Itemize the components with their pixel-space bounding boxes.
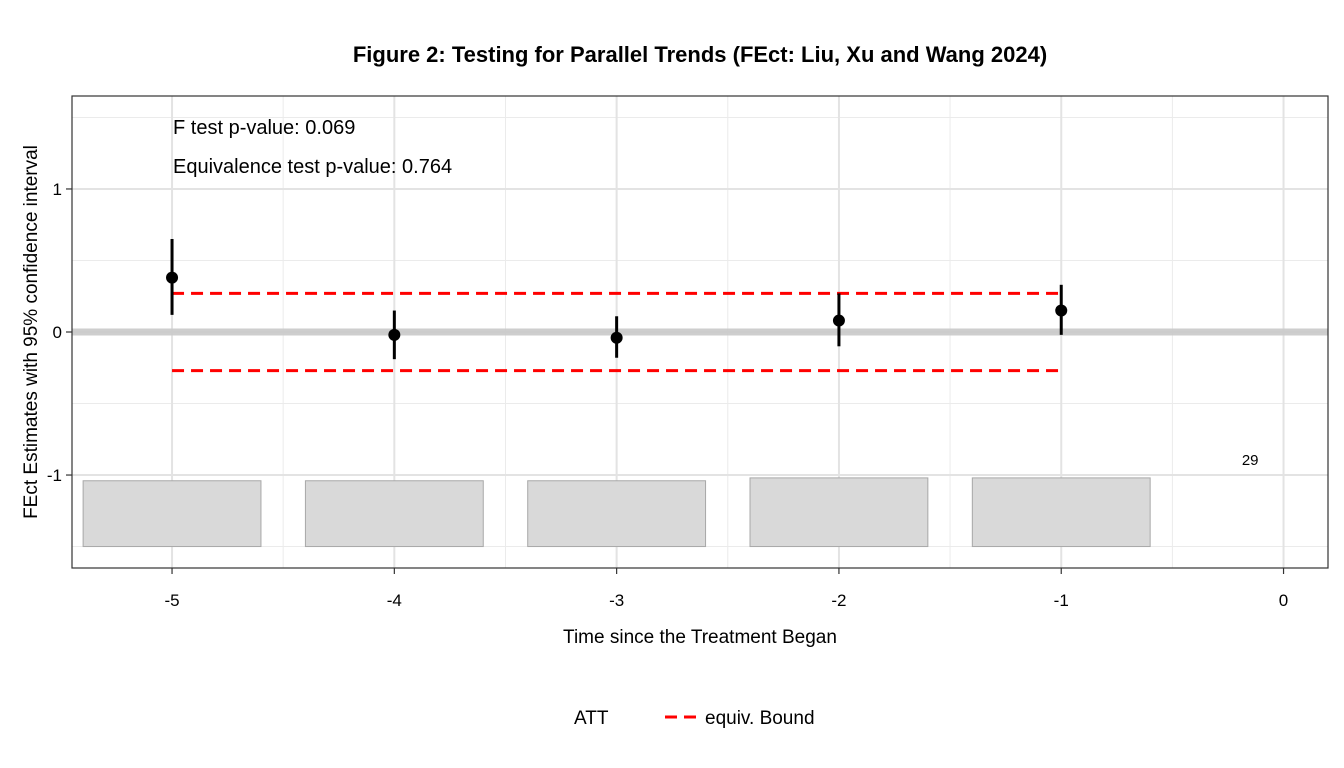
y-tick-label: 0 bbox=[53, 323, 62, 342]
plot-marks: 29 bbox=[82, 239, 1259, 548]
att-point bbox=[1055, 304, 1068, 317]
legend: ATT equiv. Bound bbox=[574, 708, 815, 729]
att-point bbox=[610, 331, 623, 344]
x-tick-label: -4 bbox=[387, 591, 402, 610]
x-tick-label: -3 bbox=[609, 591, 624, 610]
count-bar bbox=[304, 480, 484, 548]
f-test-annotation: F test p-value: 0.069 bbox=[173, 117, 355, 139]
x-tick-label: -1 bbox=[1054, 591, 1069, 610]
x-axis-title: Time since the Treatment Began bbox=[563, 627, 837, 648]
x-tick-label: -5 bbox=[164, 591, 179, 610]
att-point bbox=[832, 314, 845, 327]
equivalence-test-annotation: Equivalence test p-value: 0.764 bbox=[173, 156, 452, 178]
chart-title: Figure 2: Testing for Parallel Trends (F… bbox=[353, 42, 1047, 67]
y-axis-title: FEct Estimates with 95% confidence inter… bbox=[21, 145, 42, 519]
axes: -5 -4 -3 -2 -1 0 -1 0 1 bbox=[47, 95, 1329, 610]
x-tick-label: 0 bbox=[1279, 591, 1288, 610]
x-tick-label: -2 bbox=[831, 591, 846, 610]
count-bar bbox=[749, 477, 929, 548]
y-tick-label: 1 bbox=[53, 180, 62, 199]
count-bar bbox=[527, 480, 707, 548]
att-point bbox=[388, 328, 401, 341]
att-point bbox=[166, 271, 179, 284]
legend-label-att: ATT bbox=[574, 708, 609, 729]
count-bar bbox=[971, 477, 1151, 548]
y-tick-label: -1 bbox=[47, 466, 62, 485]
count-max-label: 29 bbox=[1242, 452, 1259, 469]
legend-label-equiv-bound: equiv. Bound bbox=[705, 708, 815, 729]
count-bar bbox=[82, 480, 262, 548]
